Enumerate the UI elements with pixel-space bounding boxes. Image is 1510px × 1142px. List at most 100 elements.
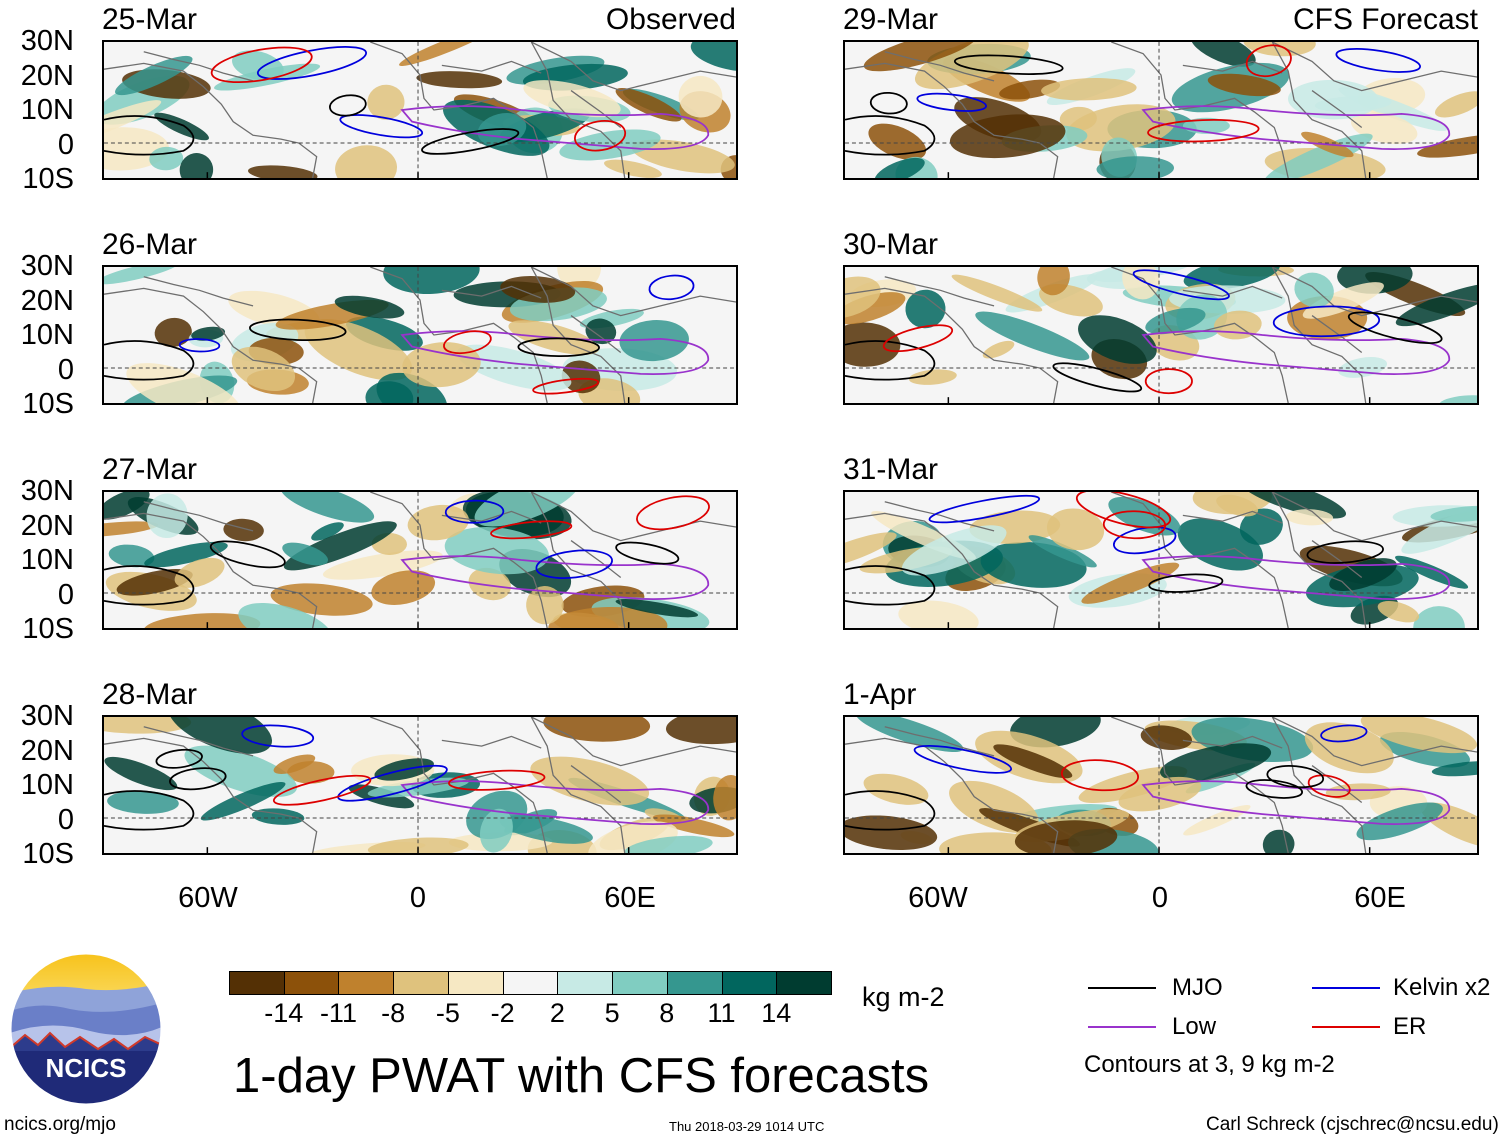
er-contour bbox=[448, 769, 546, 791]
pwat-anomaly-blob bbox=[901, 525, 1007, 576]
coastline bbox=[1182, 735, 1283, 749]
coastline bbox=[1311, 315, 1363, 353]
pwat-anomaly-blob bbox=[548, 606, 668, 628]
coastline bbox=[1311, 90, 1363, 128]
coastline bbox=[530, 42, 626, 178]
lat-label: 10N bbox=[20, 769, 74, 801]
mjo-contour bbox=[421, 128, 520, 155]
colorbar-unit: kg m-2 bbox=[862, 982, 945, 1012]
mjo-contour bbox=[104, 565, 195, 606]
pwat-anomaly-blob bbox=[1395, 283, 1477, 327]
colorbar-tick-label: -5 bbox=[435, 998, 460, 1028]
er-contour bbox=[1144, 368, 1193, 395]
pwat-anomaly-blob bbox=[1059, 106, 1097, 131]
coastline bbox=[884, 51, 995, 82]
pwat-anomaly-blob bbox=[231, 346, 296, 392]
coastline bbox=[845, 737, 1059, 853]
pwat-anomaly-blob bbox=[104, 267, 180, 285]
lon-label-0-left: 0 bbox=[409, 882, 427, 914]
lat-label: 10S bbox=[22, 838, 74, 870]
pwat-anomaly-blob bbox=[371, 570, 436, 605]
pwat-anomaly-blob bbox=[474, 492, 581, 527]
pwat-anomaly-blob bbox=[1430, 505, 1477, 522]
er-contour bbox=[272, 774, 372, 806]
figure-title: 1-day PWAT with CFS forecasts bbox=[233, 1049, 930, 1103]
legend-line-kelvin bbox=[1312, 987, 1380, 989]
pwat-anomaly-blob bbox=[868, 123, 927, 160]
colorbar-tick-label: 2 bbox=[549, 998, 565, 1028]
colorbar-tick-label: 5 bbox=[604, 998, 620, 1028]
pwat-anomaly-blob bbox=[543, 717, 651, 742]
pwat-anomaly-blob bbox=[845, 815, 938, 850]
pwat-anomaly-blob bbox=[270, 583, 373, 616]
kelvin-contour bbox=[339, 114, 424, 139]
lat-label: 0 bbox=[57, 803, 74, 836]
pwat-anomaly-blob bbox=[1262, 829, 1295, 853]
pwat-anomaly-blob bbox=[713, 775, 736, 821]
pwat-anomaly-blob bbox=[1190, 42, 1256, 67]
pwat-anomaly-blob bbox=[615, 88, 682, 122]
coastline bbox=[1271, 42, 1367, 178]
coastline bbox=[845, 512, 1059, 628]
mjo-contour bbox=[517, 337, 600, 357]
pwat-anomaly-blob bbox=[108, 544, 155, 568]
colorbar bbox=[229, 971, 832, 995]
kelvin-contour bbox=[178, 338, 221, 353]
footer-url[interactable]: ncics.org/mjo bbox=[4, 1114, 116, 1135]
pwat-anomaly-blob bbox=[1413, 606, 1465, 628]
pwat-anomaly-blob bbox=[526, 586, 564, 625]
pwat-anomaly-blob bbox=[104, 717, 192, 734]
low-contour bbox=[400, 105, 710, 150]
lat-label: 30N bbox=[20, 25, 74, 57]
colorbar-swatch bbox=[666, 971, 723, 995]
lat-label: 10N bbox=[20, 319, 74, 351]
kelvin-contour bbox=[928, 494, 1041, 524]
low-contour bbox=[400, 780, 710, 825]
pwat-anomaly-blob bbox=[1238, 492, 1347, 519]
pwat-anomaly-blob bbox=[1329, 558, 1397, 592]
ncics-logo-graphic bbox=[10, 953, 162, 1105]
coastline bbox=[1182, 510, 1283, 524]
pwat-anomaly-blob bbox=[1286, 509, 1334, 526]
er-contour bbox=[490, 520, 573, 540]
pwat-anomaly-blob bbox=[104, 127, 169, 171]
mjo-contour bbox=[104, 790, 195, 831]
pwat-anomaly-blob bbox=[665, 717, 736, 745]
panel-date: 25-Mar bbox=[102, 3, 198, 36]
pwat-anomaly-blob bbox=[856, 717, 964, 753]
pwat-anomaly-blob bbox=[273, 754, 316, 774]
pwat-anomaly-blob bbox=[500, 276, 576, 303]
lat-label: 30N bbox=[20, 700, 74, 732]
mjo-contour bbox=[845, 340, 936, 381]
coastline bbox=[531, 492, 736, 542]
lat-label: 10S bbox=[22, 388, 74, 420]
pwat-anomaly-blob bbox=[975, 311, 1090, 361]
low-contour bbox=[1141, 330, 1451, 375]
coastline bbox=[441, 60, 542, 74]
coastline bbox=[1311, 765, 1363, 803]
coastline bbox=[1271, 267, 1367, 403]
coastline bbox=[1182, 285, 1283, 299]
coastline bbox=[104, 737, 318, 853]
kelvin-contour bbox=[1132, 269, 1230, 301]
coastline bbox=[884, 726, 995, 757]
mjo-contour bbox=[104, 340, 195, 381]
coastline bbox=[441, 510, 542, 524]
er-contour bbox=[532, 377, 600, 395]
pwat-anomaly-blob bbox=[1014, 820, 1118, 853]
lat-label: 30N bbox=[20, 250, 74, 282]
pwat-anomaly-blob bbox=[1046, 508, 1105, 551]
pwat-anomaly-blob bbox=[624, 835, 713, 853]
pwat-anomaly-blob bbox=[951, 274, 1043, 312]
pwat-anomaly-blob bbox=[456, 344, 572, 391]
pwat-anomaly-blob bbox=[1302, 282, 1384, 319]
colorbar-swatch bbox=[393, 971, 449, 995]
pwat-anomaly-blob bbox=[588, 821, 678, 853]
er-contour bbox=[443, 330, 492, 355]
pwat-anomaly-blob bbox=[1431, 761, 1477, 777]
pwat-anomaly-blob bbox=[214, 63, 321, 91]
pwat-anomaly-blob bbox=[845, 532, 897, 570]
coastline bbox=[104, 62, 318, 178]
mjo-contour bbox=[249, 318, 347, 342]
coastline bbox=[530, 717, 626, 853]
